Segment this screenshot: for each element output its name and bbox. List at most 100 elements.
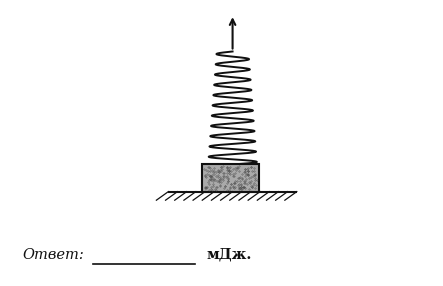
Point [214,167,221,172]
Point [231,166,238,170]
Point [212,187,219,192]
Point [236,187,243,191]
Point [208,178,215,182]
Point [241,185,248,189]
Point [207,185,214,190]
Point [216,178,223,182]
Point [214,168,222,173]
Point [225,187,232,192]
Point [226,172,233,177]
Point [202,186,209,190]
Point [237,184,245,189]
Point [203,171,210,176]
Point [238,177,245,181]
Point [220,178,227,182]
Point [245,168,252,173]
Point [234,178,241,183]
Point [206,176,213,181]
Point [238,182,245,187]
Point [218,168,225,173]
Point [240,184,247,189]
Point [202,167,210,172]
Point [252,182,259,187]
Point [249,174,256,178]
Point [222,184,229,188]
Point [204,185,211,189]
Point [228,181,235,186]
Point [224,165,231,170]
Point [210,165,218,170]
Point [248,178,255,183]
Point [230,167,237,171]
Point [244,182,251,187]
Point [237,185,245,189]
Bar [202,164,259,192]
Point [247,181,254,185]
Point [217,180,224,184]
Point [223,168,230,172]
Point [211,177,218,181]
Point [249,185,256,190]
Point [252,178,259,182]
Point [234,166,241,170]
Point [208,168,215,172]
Point [232,168,239,172]
Point [226,170,233,175]
Point [242,171,249,176]
Point [215,178,222,183]
Point [202,173,209,178]
Text: Ответ:: Ответ: [22,248,84,262]
Point [232,185,239,189]
Point [225,169,233,173]
Point [202,185,209,190]
Point [241,179,249,183]
Point [212,170,219,174]
Point [205,178,212,182]
Point [245,186,253,191]
Point [228,182,235,186]
Point [236,184,243,189]
Point [218,165,225,170]
Point [244,173,251,178]
Text: мДж.: мДж. [206,248,251,262]
Point [205,180,212,184]
Point [209,184,216,189]
Point [217,177,224,182]
Point [217,182,224,187]
Point [208,174,215,179]
Point [206,172,213,177]
Point [246,176,253,180]
Point [217,175,224,180]
Point [201,167,208,171]
Point [224,174,231,178]
Point [231,179,238,184]
Point [219,167,226,172]
Point [210,177,217,181]
Point [226,184,233,189]
Point [239,176,246,180]
Point [248,165,255,170]
Point [250,180,257,185]
Point [236,175,243,180]
Point [244,168,251,173]
Point [225,168,232,173]
Point [252,172,259,176]
Point [205,168,212,173]
Point [239,187,246,191]
Point [205,165,212,170]
Point [218,164,225,169]
Point [214,175,222,179]
Point [237,187,245,191]
Point [245,169,252,174]
Point [209,182,216,186]
Point [217,176,224,181]
Point [245,173,252,178]
Point [230,172,237,176]
Point [209,172,216,177]
Point [242,167,249,172]
Point [250,172,257,177]
Point [235,176,242,181]
Point [242,177,249,181]
Point [220,173,227,178]
Point [216,169,223,174]
